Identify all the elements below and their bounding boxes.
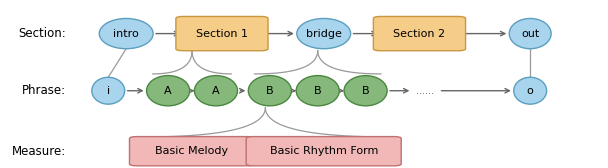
Ellipse shape bbox=[297, 18, 351, 49]
Text: Measure:: Measure: bbox=[12, 145, 66, 158]
Text: bridge: bridge bbox=[306, 29, 342, 39]
Ellipse shape bbox=[514, 77, 547, 104]
Text: B: B bbox=[362, 86, 370, 96]
Ellipse shape bbox=[147, 76, 190, 106]
Text: A: A bbox=[164, 86, 172, 96]
Ellipse shape bbox=[248, 76, 291, 106]
Text: i: i bbox=[106, 86, 110, 96]
Text: B: B bbox=[266, 86, 274, 96]
Text: ......: ...... bbox=[416, 86, 435, 96]
Text: Phrase:: Phrase: bbox=[22, 84, 66, 97]
Ellipse shape bbox=[344, 76, 387, 106]
Text: Basic Rhythm Form: Basic Rhythm Form bbox=[269, 146, 378, 156]
Text: A: A bbox=[212, 86, 219, 96]
FancyBboxPatch shape bbox=[246, 137, 401, 166]
Text: B: B bbox=[314, 86, 322, 96]
FancyBboxPatch shape bbox=[373, 16, 466, 51]
Ellipse shape bbox=[510, 18, 551, 49]
Ellipse shape bbox=[92, 77, 125, 104]
FancyBboxPatch shape bbox=[130, 137, 255, 166]
Text: Section 1: Section 1 bbox=[196, 29, 248, 39]
Ellipse shape bbox=[296, 76, 339, 106]
Text: out: out bbox=[521, 29, 539, 39]
FancyBboxPatch shape bbox=[176, 16, 268, 51]
Text: Section 2: Section 2 bbox=[393, 29, 446, 39]
Ellipse shape bbox=[195, 76, 238, 106]
Text: intro: intro bbox=[113, 29, 139, 39]
Text: o: o bbox=[527, 86, 534, 96]
Ellipse shape bbox=[99, 18, 153, 49]
Text: Basic Melody: Basic Melody bbox=[156, 146, 229, 156]
Text: Section:: Section: bbox=[19, 27, 66, 40]
